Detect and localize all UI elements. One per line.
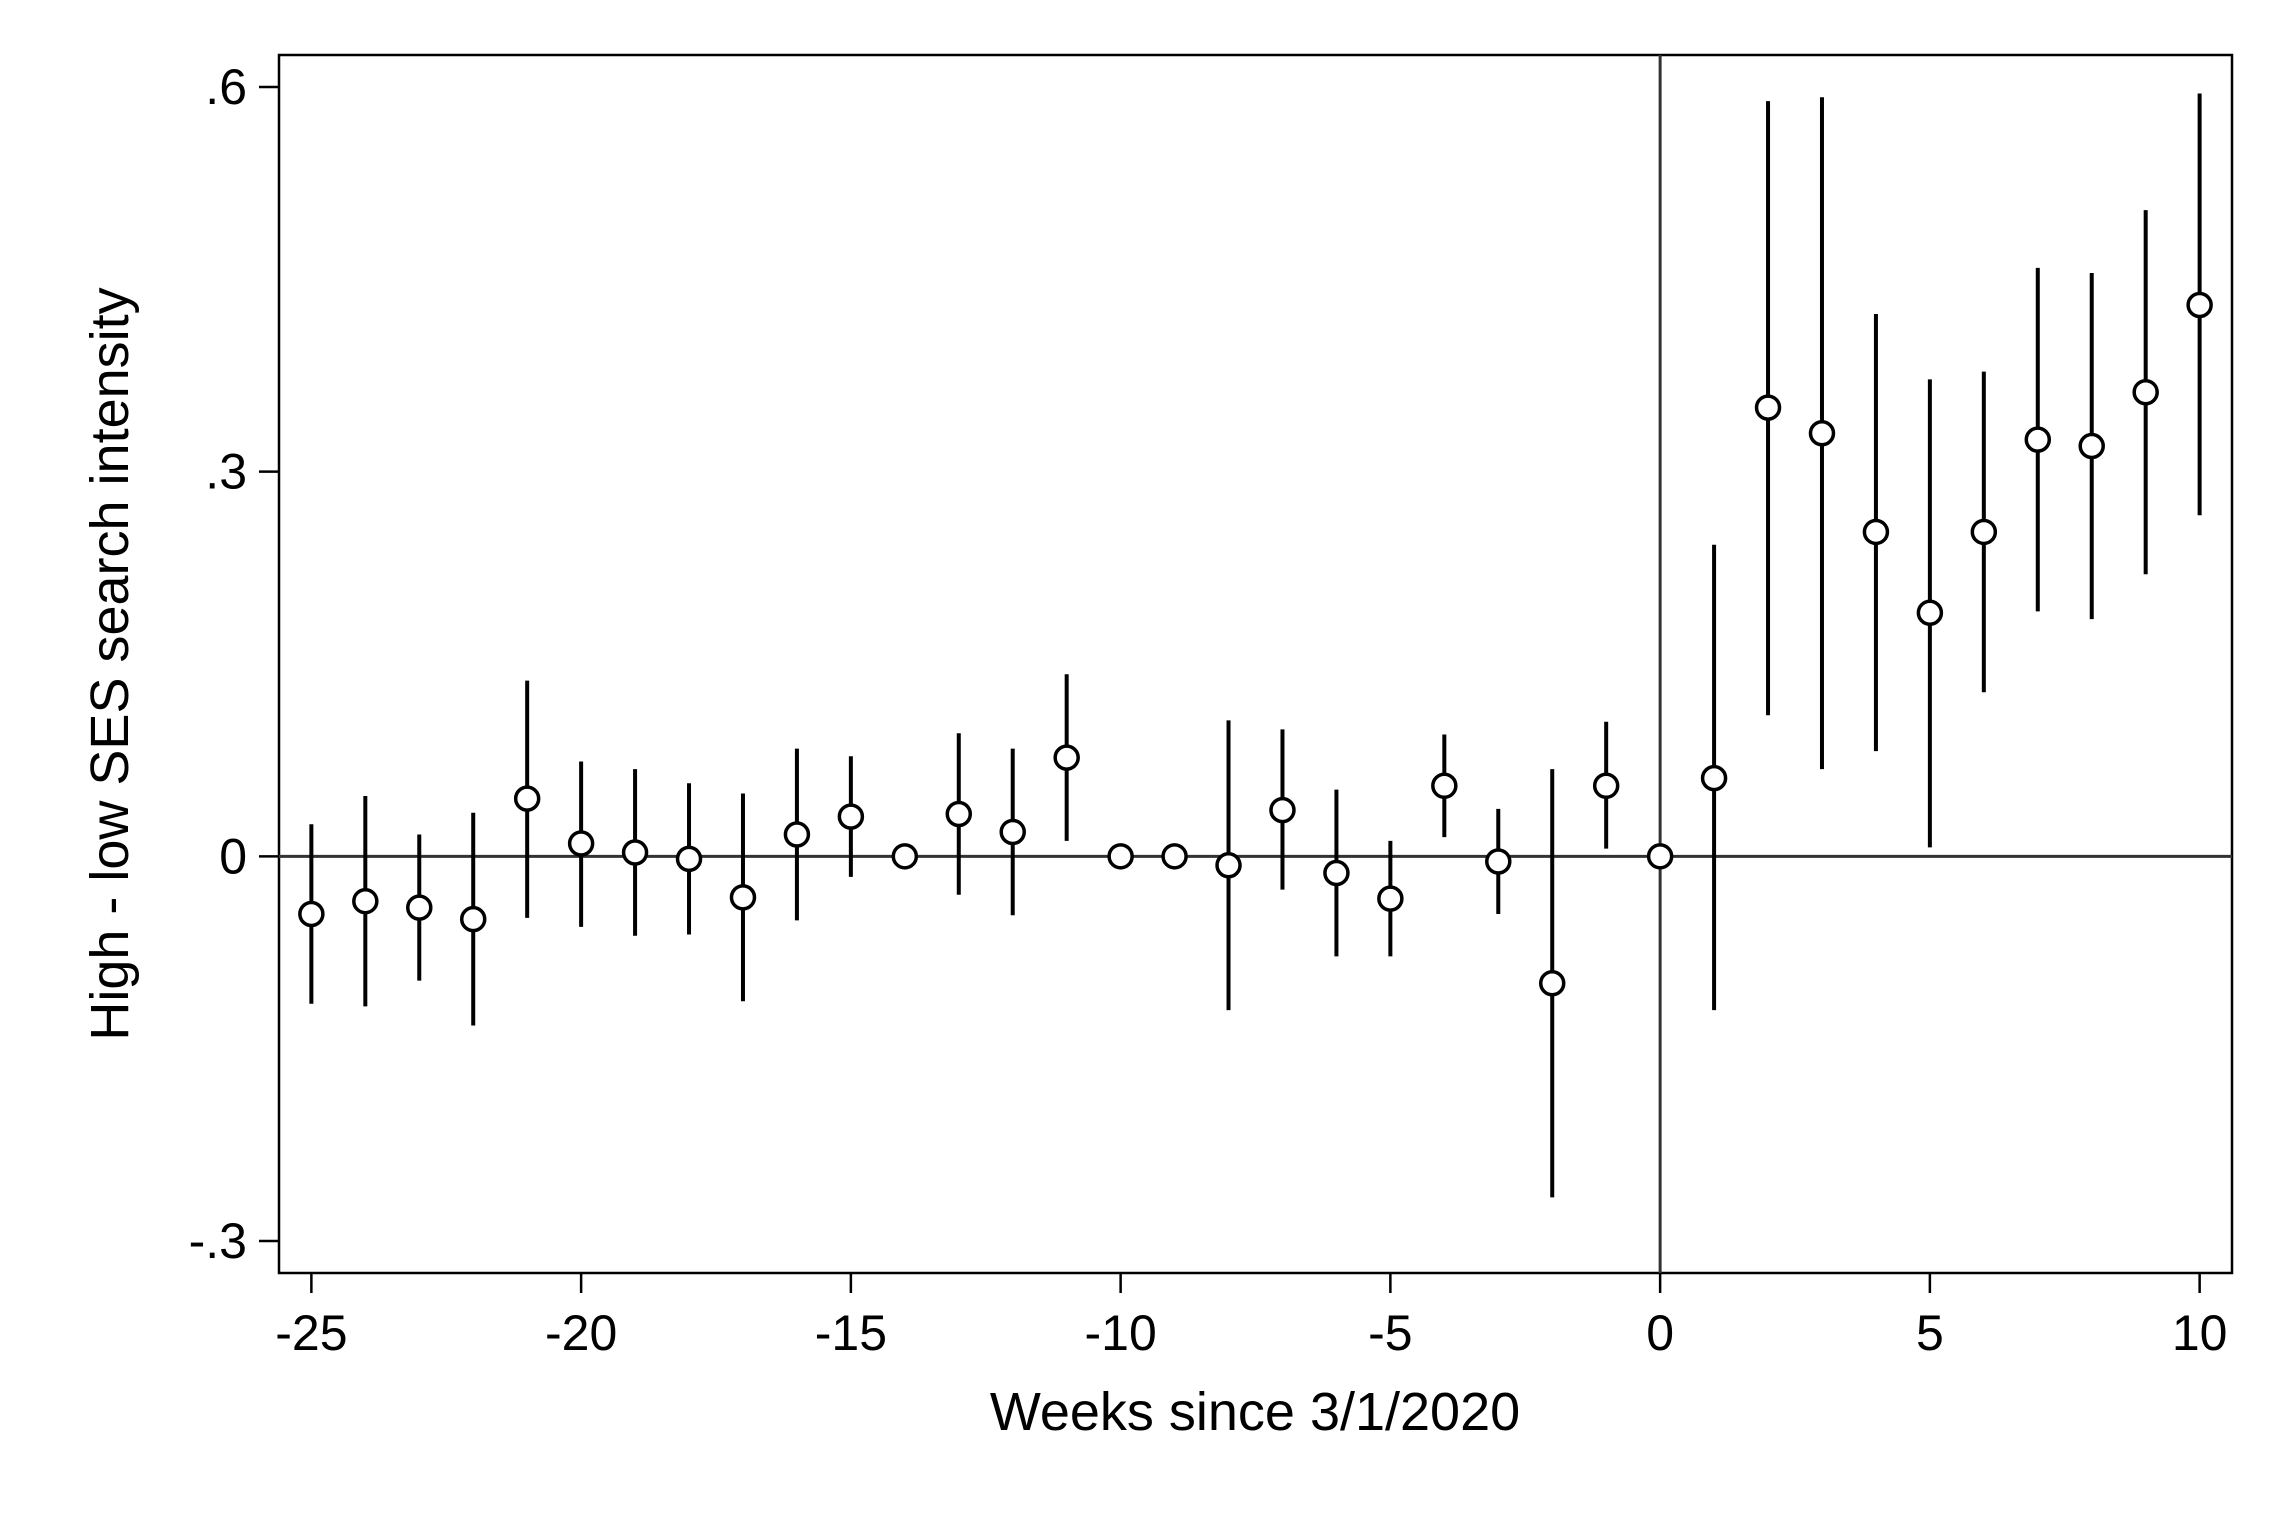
point-estimate <box>1107 843 1134 870</box>
x-axis: -25 -20 -15 -10 -5 0 5 10 <box>275 1273 2227 1361</box>
x-tick-label: 5 <box>1916 1305 1944 1361</box>
point-estimate <box>621 839 649 866</box>
point-estimate <box>352 887 379 915</box>
y-tick-label: 0 <box>219 828 247 884</box>
x-tick-label: -15 <box>815 1305 887 1361</box>
point-estimate <box>1538 969 1566 997</box>
point-estimate <box>1377 885 1404 912</box>
point-estimate <box>1269 796 1296 824</box>
x-tick-label: -20 <box>545 1305 617 1361</box>
x-tick-label: 0 <box>1646 1305 1674 1361</box>
point-estimate <box>1754 394 1782 421</box>
y-axis-title: High - low SES search intensity <box>80 287 140 1040</box>
point-estimate <box>1485 848 1512 875</box>
point-estimate <box>459 905 487 933</box>
point-estimate <box>729 884 757 911</box>
point-estimate <box>1970 518 1998 546</box>
point-estimate <box>1646 843 1674 870</box>
data-marks <box>298 93 2213 1198</box>
point-estimate <box>2186 291 2213 319</box>
x-tick-label: -10 <box>1084 1305 1156 1361</box>
point-estimate <box>1700 764 1728 792</box>
y-axis: -.3 0 .3 .6 <box>189 59 279 1269</box>
point-estimate <box>1862 518 1890 546</box>
point-estimate <box>513 785 541 812</box>
point-estimate <box>1053 744 1080 771</box>
point-estimate <box>1808 419 1836 447</box>
point-estimate <box>2078 432 2105 460</box>
point-estimate <box>891 843 919 870</box>
point-estimate <box>406 894 433 921</box>
point-estimate <box>1323 859 1350 887</box>
point-estimate <box>999 818 1026 846</box>
x-axis-title: Weeks since 3/1/2020 <box>990 1382 1520 1442</box>
point-estimate <box>945 800 973 828</box>
y-tick-label: .6 <box>205 59 247 115</box>
point-estimate <box>2132 378 2159 406</box>
reference-lines <box>279 55 2232 1273</box>
point-estimate <box>783 821 811 848</box>
y-tick-label: .3 <box>205 444 247 500</box>
point-estimate <box>567 830 595 857</box>
x-tick-label: 10 <box>2172 1305 2228 1361</box>
plot-frame <box>277 53 2234 1275</box>
point-estimate <box>1161 843 1188 870</box>
point-estimate <box>298 900 325 928</box>
point-estimate <box>2024 426 2052 453</box>
x-tick-label: -25 <box>275 1305 347 1361</box>
point-estimate <box>675 845 703 873</box>
point-estimate <box>1431 772 1458 800</box>
y-tick-label: -.3 <box>189 1213 247 1269</box>
point-estimate <box>1916 599 1944 626</box>
point-estimate <box>1592 772 1620 800</box>
point-estimate <box>837 803 865 830</box>
point-estimate <box>1215 852 1242 879</box>
x-tick-label: -5 <box>1368 1305 1412 1361</box>
